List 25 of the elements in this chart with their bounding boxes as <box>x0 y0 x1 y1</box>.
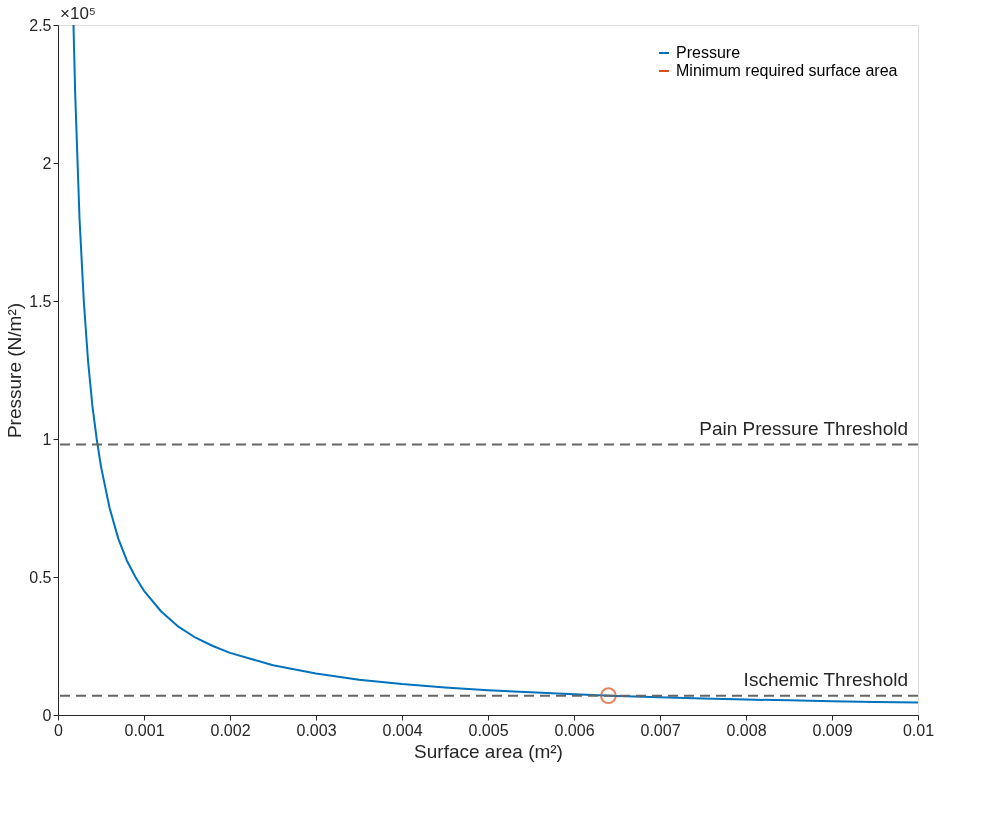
y-tick-label: 2 <box>42 154 52 172</box>
x-tick-label: 0.009 <box>812 721 853 739</box>
legend-label: Pressure <box>676 44 741 61</box>
ref-line-label: Ischemic Threshold <box>743 668 908 690</box>
x-tick-label: 0.008 <box>726 721 767 739</box>
line-series <box>72 24 919 704</box>
x-tick-label: 0.004 <box>382 721 423 739</box>
x-tick-label: 0.005 <box>468 721 509 739</box>
ref-line-label: Pain Pressure Threshold <box>699 417 908 439</box>
x-tick-label: 0 <box>54 721 64 739</box>
y-tick-label: 2.5 <box>29 16 52 34</box>
y-tick-label: 1 <box>42 430 52 448</box>
x-tick-label: 0.002 <box>210 721 251 739</box>
y-tick-label: 0 <box>42 706 52 724</box>
y-axis-title: Pressure (N/m²) <box>4 302 26 439</box>
x-tick-label: 0.006 <box>554 721 595 739</box>
y-tick-label: 0.5 <box>29 568 52 586</box>
x-axis-title: Surface area (m²) <box>414 740 563 762</box>
x-tick-label: 0.001 <box>124 721 165 739</box>
text: ×10⁵ <box>60 4 96 23</box>
x-tick-label: 0.003 <box>296 721 337 739</box>
x-tick-label: 0.007 <box>640 721 681 739</box>
legend-label: Minimum required surface area <box>676 62 898 79</box>
y-tick-label: 1.5 <box>29 292 52 310</box>
x-tick-label: 0.01 <box>902 721 935 739</box>
